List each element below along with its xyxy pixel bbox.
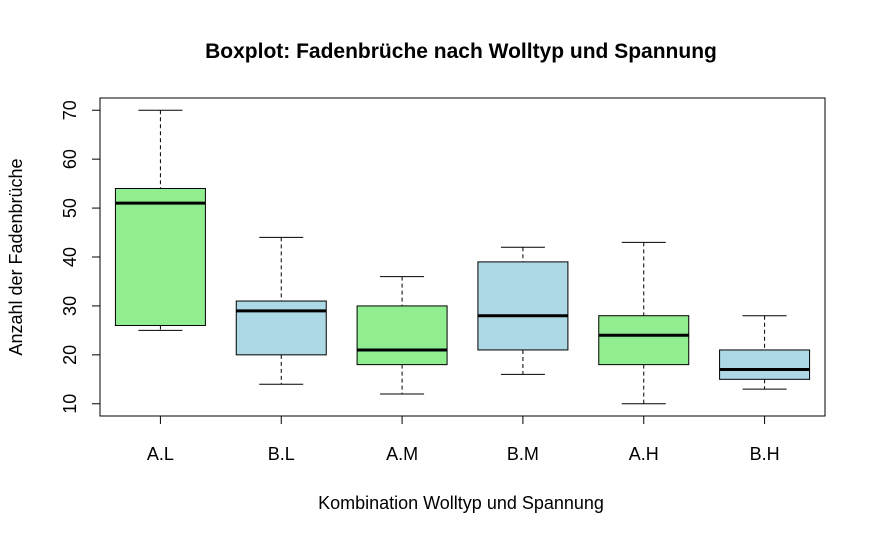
box-b-l [235, 236, 327, 385]
x-tick-label: A.L [147, 444, 174, 464]
iqr-box [477, 261, 569, 351]
x-axis: A.L B.L A.M B.M A.H B.H [147, 416, 780, 464]
y-tick-label: 60 [60, 149, 80, 169]
box-b-m [477, 246, 569, 375]
y-tick-label: 10 [60, 394, 80, 414]
y-tick-label: 40 [60, 247, 80, 267]
y-tick-label: 20 [60, 345, 80, 365]
x-tick-label: A.H [629, 444, 659, 464]
plot-frame [99, 97, 826, 417]
y-tick-label: 50 [60, 198, 80, 218]
iqr-box [356, 305, 448, 366]
box-a-h [598, 241, 690, 405]
chart-title: Boxplot: Fadenbrüche nach Wolltyp und Sp… [205, 40, 717, 63]
iqr-box [235, 300, 327, 356]
box-b-h [719, 315, 811, 390]
y-axis: 10 20 30 40 50 60 70 [60, 100, 100, 414]
x-tick-label: B.H [750, 444, 780, 464]
box-a-m [356, 276, 448, 395]
iqr-box [598, 315, 690, 366]
y-axis-label: Anzahl der Fadenbrüche [6, 158, 26, 355]
y-tick-label: 30 [60, 296, 80, 316]
x-tick-label: A.M [386, 444, 418, 464]
iqr-box [114, 188, 206, 326]
x-tick-label: B.M [507, 444, 539, 464]
x-axis-label: Kombination Wolltyp und Spannung [318, 493, 604, 513]
x-tick-label: B.L [268, 444, 295, 464]
y-tick-label: 70 [60, 100, 80, 120]
box-a-l [114, 109, 206, 331]
iqr-box [719, 349, 811, 380]
boxes-group [114, 109, 811, 405]
